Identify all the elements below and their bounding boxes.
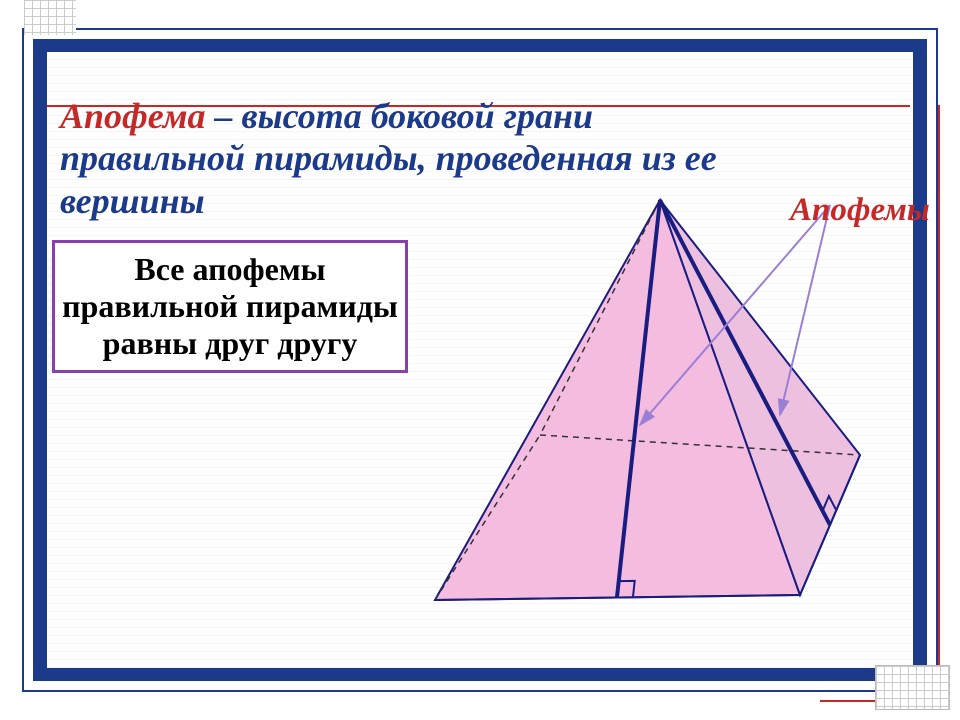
definition-term: Апофема: [60, 96, 206, 136]
accent-line-right: [938, 105, 940, 702]
pyramid-diagram: [350, 165, 930, 675]
property-text: Все апофемы правильной пирамиды равны др…: [62, 251, 398, 361]
corner-grid-top: [24, 0, 76, 35]
annotation-apothem-label: Апофемы: [790, 192, 930, 229]
definition-text: Апофема – высота боковой грани правильно…: [60, 95, 780, 222]
property-box: Все апофемы правильной пирамиды равны др…: [52, 240, 408, 373]
